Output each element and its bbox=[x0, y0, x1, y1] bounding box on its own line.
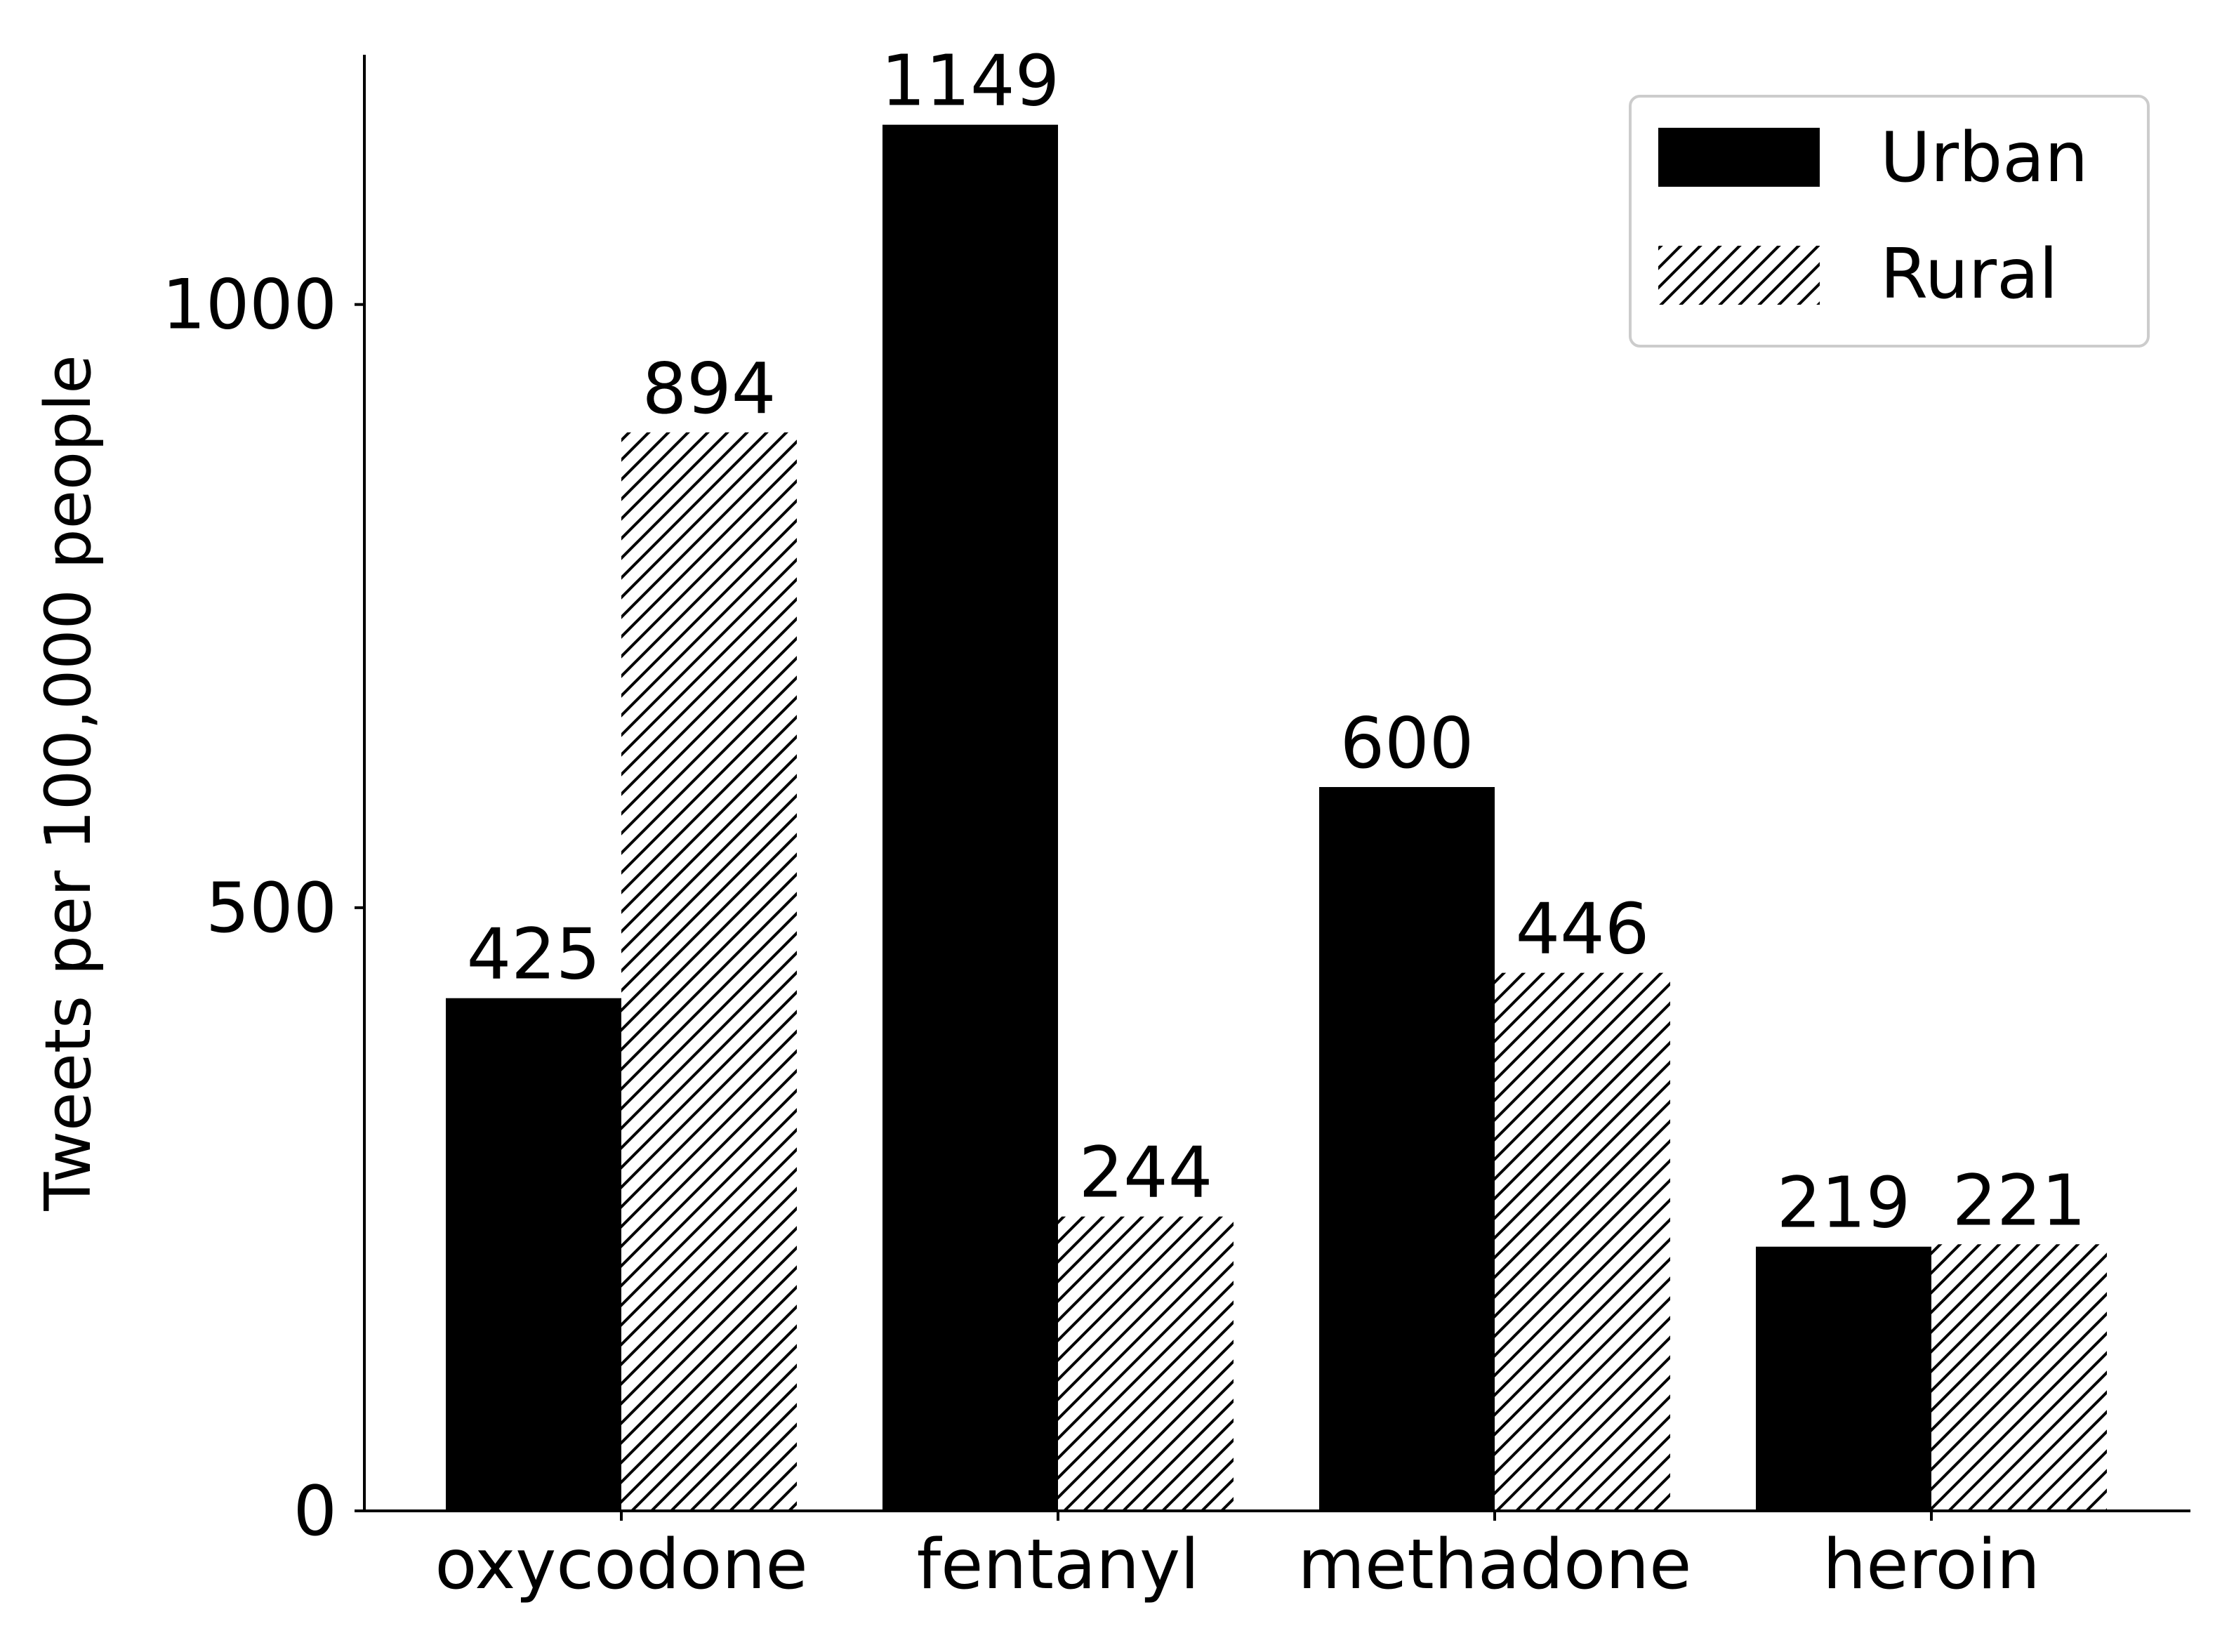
bar-rural-fentanyl bbox=[1058, 1216, 1234, 1511]
y-tick-label-0: 0 bbox=[293, 1472, 337, 1552]
y-tick-label-1000: 1000 bbox=[162, 265, 337, 345]
legend-label-urban: Urban bbox=[1880, 118, 2088, 198]
legend-label-rural: Rural bbox=[1880, 234, 2058, 315]
bar-urban-oxycodone bbox=[446, 998, 621, 1511]
legend-swatch-rural bbox=[1658, 246, 1820, 305]
bar-value-label-urban-heroin: 219 bbox=[1777, 1162, 1911, 1244]
bar-value-label-rural-oxycodone: 894 bbox=[642, 348, 776, 430]
bar-value-label-urban-oxycodone: 425 bbox=[467, 913, 601, 996]
legend: Urban Rural bbox=[1629, 95, 2150, 348]
bar-urban-heroin bbox=[1756, 1246, 1931, 1511]
y-tick-label-500: 500 bbox=[206, 868, 337, 949]
x-ticks-layer: oxycodone fentanyl methadone heroin bbox=[435, 1511, 2040, 1605]
bar-rural-heroin bbox=[1931, 1244, 2107, 1511]
y-axis-label: Tweets per 100,000 people bbox=[32, 355, 105, 1211]
bar-value-label-urban-methadone: 600 bbox=[1340, 702, 1474, 784]
x-tick-label-methadone: methadone bbox=[1298, 1525, 1692, 1605]
x-tick-label-fentanyl: fentanyl bbox=[917, 1525, 1200, 1605]
bar-value-label-urban-fentanyl: 1149 bbox=[881, 40, 1060, 122]
bars-layer bbox=[446, 124, 2107, 1511]
bar-value-label-rural-methadone: 446 bbox=[1516, 888, 1650, 970]
bar-labels-layer: 425 894 1149 244 600 446 219 221 bbox=[467, 40, 2087, 1244]
bar-value-label-rural-heroin: 221 bbox=[1952, 1159, 2087, 1241]
legend-swatch-urban bbox=[1658, 128, 1820, 187]
bar-value-label-rural-fentanyl: 244 bbox=[1079, 1132, 1213, 1214]
bar-rural-oxycodone bbox=[621, 432, 797, 1511]
x-tick-label-heroin: heroin bbox=[1823, 1525, 2040, 1605]
bar-rural-methadone bbox=[1495, 972, 1670, 1511]
x-tick-label-oxycodone: oxycodone bbox=[435, 1525, 807, 1605]
bar-urban-methadone bbox=[1319, 787, 1495, 1511]
y-ticks-layer: 0 500 1000 bbox=[162, 265, 364, 1552]
bar-urban-fentanyl bbox=[882, 124, 1058, 1511]
